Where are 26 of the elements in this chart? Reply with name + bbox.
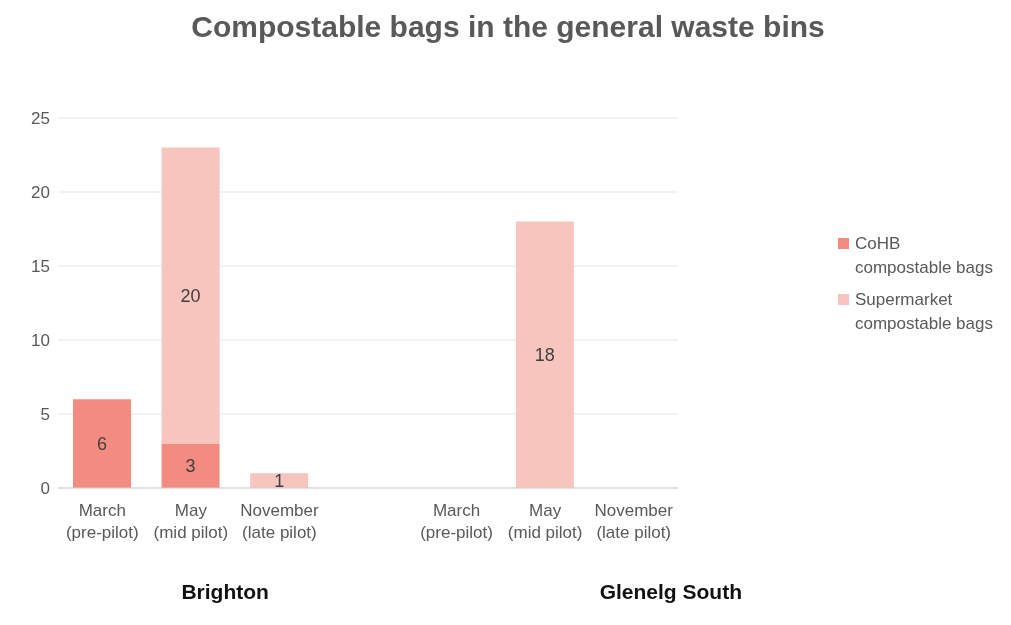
x-tick-label: November (late pilot) <box>240 501 319 542</box>
bar <box>161 147 220 444</box>
legend-label: CoHB compostable bags <box>855 233 994 279</box>
y-tick-label: 5 <box>40 405 50 425</box>
y-tick-label: 10 <box>31 331 50 351</box>
legend-label: Supermarket compostable bags <box>855 289 994 335</box>
text: Glenelg South <box>598 580 743 604</box>
x-tick-label: November (late pilot) <box>594 501 674 542</box>
text: Brighton <box>180 580 270 604</box>
data-label: 18 <box>534 345 555 366</box>
data-label: 6 <box>96 433 108 454</box>
x-tick-label: March (pre-pilot) <box>420 501 493 542</box>
y-tick-label: 0 <box>40 479 50 499</box>
y-tick-label: 20 <box>31 183 50 203</box>
y-tick-label: 25 <box>31 109 50 129</box>
data-label: 1 <box>274 470 285 491</box>
bar <box>515 221 574 488</box>
x-tick-label: March (pre-pilot) <box>65 501 139 542</box>
chart-title: Compostable bags in the general waste bins <box>190 10 826 44</box>
x-tick-label: May (mid pilot) <box>153 501 229 542</box>
y-tick-label: 15 <box>31 257 50 277</box>
x-tick-label: May (mid pilot) <box>507 501 583 542</box>
bar <box>161 443 220 488</box>
data-label: 3 <box>185 456 196 477</box>
data-label: 20 <box>180 285 201 306</box>
bar <box>73 399 131 488</box>
